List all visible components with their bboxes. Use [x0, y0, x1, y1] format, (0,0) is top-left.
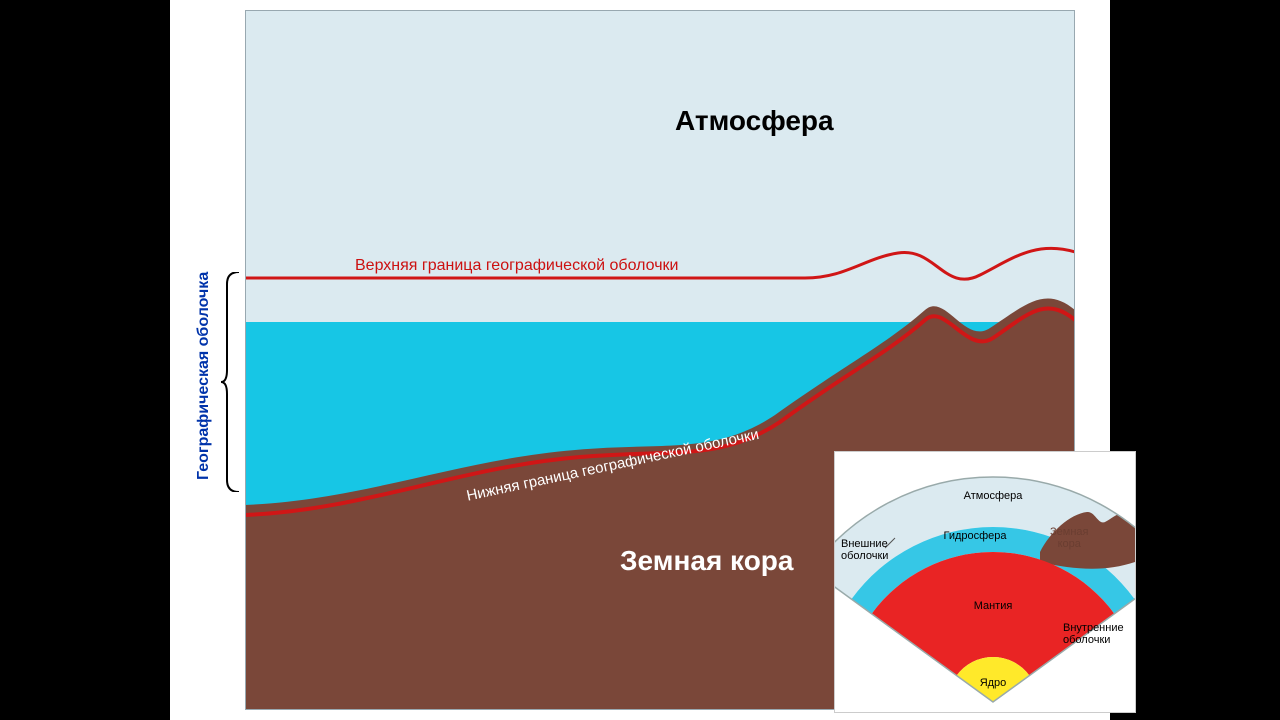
atmosphere-label: Атмосфера — [675, 105, 834, 137]
inset-core-label: Ядро — [980, 677, 1007, 689]
brace-icon — [221, 272, 245, 492]
inset-inner-label: Внутренние оболочки — [1063, 622, 1124, 646]
inset-crust-label: Земная кора — [1050, 526, 1088, 550]
inset-outer-label: Внешние оболочки — [841, 538, 888, 562]
inset-atmos-label: Атмосфера — [964, 490, 1023, 502]
inset-mantle-label: Мантия — [974, 600, 1013, 612]
crust-label: Земная кора — [620, 545, 793, 577]
inset-diagram: Атмосфера Гидросфера Земная кора Мантия … — [835, 452, 1135, 712]
side-label: Географическая оболочка — [195, 272, 213, 480]
inset-hydro-label: Гидросфера — [943, 530, 1006, 542]
diagram-stage: Географическая оболочка Атмосфера Земная… — [170, 0, 1110, 720]
upper-boundary-label: Верхняя граница географической оболочки — [355, 257, 678, 275]
